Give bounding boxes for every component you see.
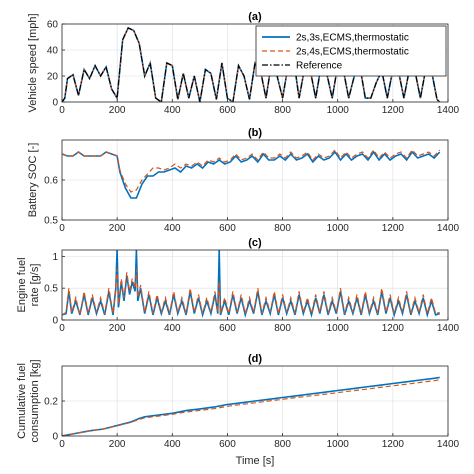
x-tick-label: 1000 [327, 223, 350, 234]
y-tick-label: 20 [47, 72, 59, 83]
y-tick-label: 60 [47, 20, 59, 31]
y-axis-label: Vehicle speed [mph] [27, 13, 39, 112]
x-tick-label: 0 [59, 439, 65, 450]
series-line-3 [62, 27, 441, 102]
x-tick-label: 800 [274, 105, 291, 116]
x-tick-label: 0 [59, 105, 65, 116]
x-tick-label: 1000 [327, 439, 350, 450]
y-axis-label: Battery SOC [-] [27, 143, 39, 218]
y-tick-label: 0 [52, 316, 58, 327]
panel-2: 0 200 400 600 800 1000 1200 1400 0.5 0.6 (b) Batter… [27, 127, 460, 234]
x-tick-label: 800 [274, 439, 291, 450]
y-tick-label: 0.5 [44, 216, 58, 227]
panel-title: (d) [248, 353, 262, 365]
panel-title: (a) [248, 11, 262, 23]
x-axis-label: Time [s] [236, 455, 275, 467]
x-tick-label: 200 [109, 439, 126, 450]
series-line-2 [62, 148, 441, 193]
legend-label: 2s,4s,ECMS,thermostatic [296, 47, 409, 58]
legend: 2s,3s,ECMS,thermostatic 2s,4s,ECMS,thermo… [255, 25, 447, 77]
y-tick-label: 0 [52, 432, 58, 443]
y-tick-label: 40 [47, 46, 59, 57]
legend-label: Reference [296, 61, 343, 72]
y-tick-label: 1 [52, 252, 58, 263]
x-tick-label: 600 [219, 323, 236, 334]
legend-label: 2s,3s,ECMS,thermostatic [296, 33, 409, 44]
y-tick-label: 0.5 [44, 284, 58, 295]
series-line-1 [62, 150, 441, 199]
axes-box [61, 23, 449, 103]
y-tick-label: 0.6 [44, 176, 58, 187]
x-tick-label: 1400 [437, 223, 460, 234]
y-axis-label: Engine fuelrate [g/s] [16, 257, 41, 312]
x-tick-label: 600 [219, 223, 236, 234]
axes-box [61, 249, 449, 321]
series-group [62, 26, 441, 102]
series-group [62, 376, 440, 436]
panel-3: 0 200 400 600 800 1000 1200 1400 0 0.5 1 (c) Engine … [16, 237, 460, 334]
x-tick-label: 400 [164, 323, 181, 334]
x-tick-label: 1000 [327, 105, 350, 116]
x-tick-label: 400 [164, 223, 181, 234]
x-tick-label: 1200 [382, 105, 405, 116]
x-tick-label: 1000 [327, 323, 350, 334]
x-tick-label: 1200 [382, 439, 405, 450]
y-tick-label: 0 [52, 98, 58, 109]
x-tick-label: 1400 [437, 105, 460, 116]
x-tick-label: 200 [109, 105, 126, 116]
series-line-2 [62, 269, 440, 316]
panel-title: (b) [248, 127, 262, 139]
series-group [62, 250, 440, 318]
x-tick-label: 1400 [437, 439, 460, 450]
series-group [62, 148, 441, 199]
x-tick-label: 200 [109, 323, 126, 334]
panel-1: 0 200 400 600 800 1000 1200 1400 0 20 40 60 (a) Vehic… [27, 11, 460, 116]
x-tick-label: 1200 [382, 223, 405, 234]
series-line-2 [62, 379, 440, 436]
x-tick-label: 800 [274, 223, 291, 234]
x-tick-label: 0 [59, 323, 65, 334]
panel-4: 0 200 400 600 800 1000 1200 1400 0 0.2 (d) Cumulati… [16, 353, 460, 467]
x-tick-label: 1200 [382, 323, 405, 334]
y-axis-label: Cumulative fuelconsumption [kg] [16, 359, 41, 442]
x-tick-label: 600 [219, 105, 236, 116]
x-tick-label: 600 [219, 439, 236, 450]
x-tick-label: 0 [59, 223, 65, 234]
y-tick-label: 0.2 [44, 397, 58, 408]
x-tick-label: 400 [164, 105, 181, 116]
x-tick-label: 800 [274, 323, 291, 334]
x-tick-label: 1400 [437, 323, 460, 334]
x-tick-label: 400 [164, 439, 181, 450]
x-tick-label: 200 [109, 223, 126, 234]
panel-title: (c) [248, 237, 262, 249]
